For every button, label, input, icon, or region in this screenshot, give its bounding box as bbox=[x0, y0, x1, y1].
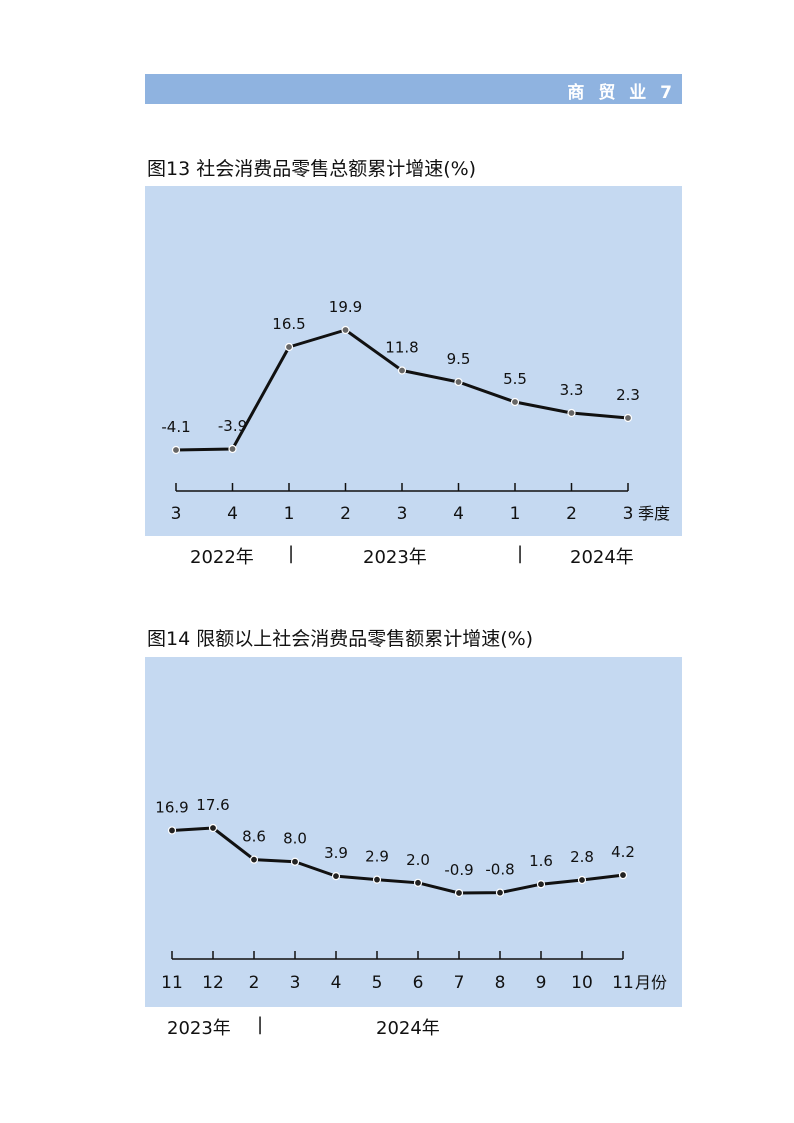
year-label: 2023年 bbox=[363, 547, 427, 568]
data-label: 19.9 bbox=[329, 298, 362, 316]
data-label: -3.9 bbox=[218, 417, 247, 435]
figure-13-title: 图13 社会消费品零售总额累计增速(%) bbox=[147, 158, 477, 180]
data-point bbox=[171, 445, 181, 455]
data-point bbox=[618, 870, 628, 880]
data-label: 3.3 bbox=[560, 381, 584, 399]
data-point bbox=[397, 366, 407, 375]
data-point bbox=[228, 444, 237, 454]
data-label: 17.6 bbox=[196, 796, 229, 814]
data-point bbox=[208, 823, 218, 833]
data-label: 4.2 bbox=[611, 843, 635, 861]
x-tick-label: 11 bbox=[161, 973, 183, 993]
x-tick-label: 7 bbox=[454, 973, 465, 993]
figure-14-title: 图14 限额以上社会消费品零售额累计增速(%) bbox=[147, 628, 534, 650]
data-point bbox=[510, 397, 520, 407]
x-tick-label: 2 bbox=[340, 504, 351, 524]
data-label: 11.8 bbox=[385, 339, 418, 357]
x-tick-label: 3 bbox=[290, 973, 301, 993]
x-tick-label: 2 bbox=[566, 504, 577, 524]
data-point bbox=[167, 826, 177, 835]
data-point bbox=[567, 408, 576, 418]
x-tick-label: 3 bbox=[623, 504, 634, 524]
data-label: 3.9 bbox=[324, 844, 348, 862]
x-unit-label: 月份 bbox=[635, 973, 667, 992]
data-point bbox=[536, 880, 546, 889]
x-tick-label: 4 bbox=[227, 504, 238, 524]
year-label: 2024年 bbox=[376, 1018, 440, 1039]
year-separator: | bbox=[257, 1014, 264, 1035]
data-label: 8.0 bbox=[283, 830, 307, 848]
figure-13-year-row: 2022年 2023年 2024年 | | bbox=[145, 543, 682, 571]
data-point bbox=[341, 325, 350, 335]
data-point bbox=[331, 872, 341, 881]
plot-background bbox=[145, 657, 682, 1007]
year-separator: | bbox=[517, 543, 524, 564]
year-label: 2024年 bbox=[570, 547, 634, 568]
x-tick-label: 2 bbox=[249, 973, 260, 993]
figure-13-chart: 3 4 1 2 3 4 1 2 3 季度-4.1 -3.916.519.911.89.55.53.3… bbox=[145, 186, 682, 536]
year-label: 2022年 bbox=[190, 547, 254, 568]
x-tick-label: 12 bbox=[202, 973, 224, 993]
data-label: 16.5 bbox=[272, 315, 305, 333]
year-separator: | bbox=[288, 543, 295, 564]
section-label: 商 贸 业 7 bbox=[567, 83, 676, 103]
year-label: 2023年 bbox=[167, 1018, 231, 1039]
data-point bbox=[284, 342, 294, 352]
data-label: 2.3 bbox=[616, 386, 640, 404]
x-tick-label: 1 bbox=[510, 504, 521, 524]
x-tick-label: 6 bbox=[413, 973, 424, 993]
plot-background bbox=[145, 186, 682, 536]
data-point bbox=[290, 857, 300, 866]
figure-14-year-row: 2023年 2024年 | bbox=[145, 1014, 682, 1042]
x-tick-label: 11 bbox=[612, 973, 634, 993]
x-tick-label: 1 bbox=[284, 504, 295, 524]
data-point bbox=[372, 875, 382, 884]
data-point bbox=[454, 888, 464, 898]
data-label: 2.8 bbox=[570, 848, 594, 866]
x-tick-label: 9 bbox=[536, 973, 547, 993]
x-tick-label: 3 bbox=[397, 504, 408, 524]
data-point bbox=[577, 875, 587, 885]
data-point bbox=[454, 377, 463, 387]
data-label: -0.9 bbox=[444, 861, 473, 879]
data-point bbox=[623, 413, 633, 423]
data-label: 2.9 bbox=[365, 848, 389, 866]
data-label: 9.5 bbox=[447, 350, 471, 368]
section-header-bar: 商 贸 业 7 bbox=[145, 74, 682, 104]
x-tick-label: 10 bbox=[571, 973, 593, 993]
data-point bbox=[495, 888, 505, 897]
data-label: 5.5 bbox=[503, 370, 527, 388]
data-label: 1.6 bbox=[529, 852, 553, 870]
x-tick-label: 4 bbox=[453, 504, 464, 524]
data-label: 16.9 bbox=[155, 798, 188, 816]
x-tick-label: 8 bbox=[495, 973, 506, 993]
data-point bbox=[413, 878, 423, 887]
series-line bbox=[171, 826, 624, 895]
data-label: 2.0 bbox=[406, 851, 430, 869]
x-unit-label: 季度 bbox=[638, 504, 670, 523]
data-point bbox=[249, 855, 259, 864]
data-label: 8.6 bbox=[242, 828, 266, 846]
data-label: -4.1 bbox=[161, 418, 190, 436]
data-label: -0.8 bbox=[485, 861, 514, 879]
x-tick-label: 3 bbox=[171, 504, 182, 524]
x-tick-label: 5 bbox=[372, 973, 383, 993]
x-tick-label: 4 bbox=[331, 973, 342, 993]
